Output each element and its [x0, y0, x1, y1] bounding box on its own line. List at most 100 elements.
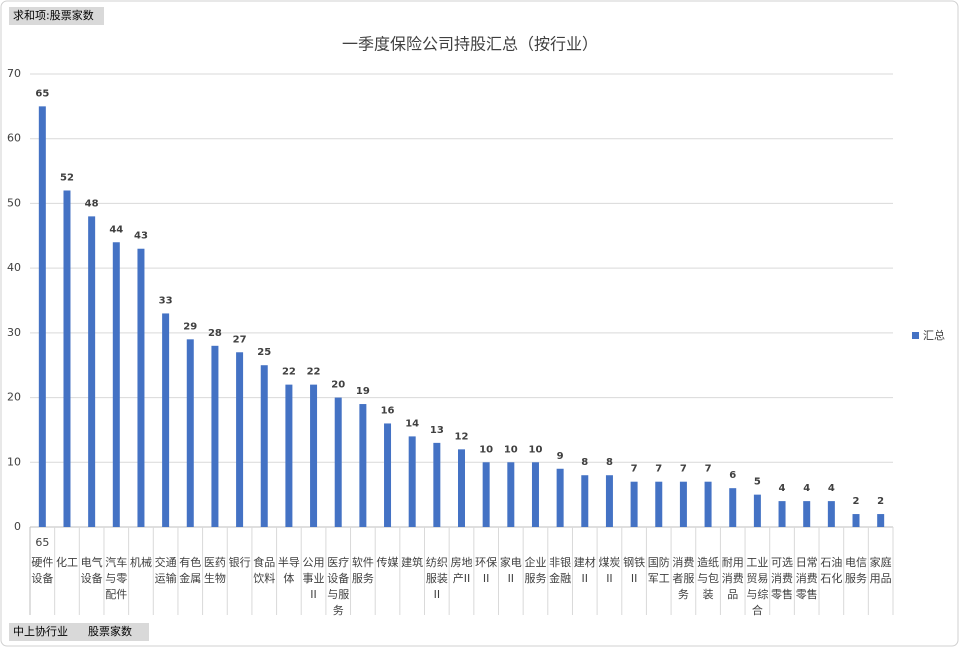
x-tick-label: 石油石化	[820, 555, 842, 585]
bar	[236, 352, 244, 527]
row-field-button[interactable]	[9, 623, 149, 641]
y-tick-label: 20	[7, 391, 21, 404]
data-label: 29	[183, 321, 197, 332]
data-label: 10	[529, 444, 543, 455]
value-field-label: 求和项:股票家数	[13, 8, 94, 22]
bar	[186, 339, 194, 527]
data-label: 33	[159, 295, 173, 306]
bar	[211, 345, 219, 527]
x-tick-label: 家庭用品	[870, 555, 892, 585]
bar	[88, 216, 96, 527]
x-tick-label: 交通运输	[155, 555, 177, 585]
x-tick-label: 消费者服务	[672, 555, 694, 601]
bar	[408, 436, 416, 527]
x-tick-label: 硬件设备	[31, 556, 53, 585]
x-tick-label: 电信服务	[845, 556, 867, 585]
bar	[679, 481, 687, 527]
bar	[630, 481, 638, 527]
x-tick-label: 软件服务	[352, 555, 374, 585]
x-tick-label: 建筑	[401, 555, 423, 569]
bar	[63, 190, 71, 527]
x-tick-label: 食品饮料	[253, 555, 275, 585]
x-tick-label: 化工	[56, 555, 78, 569]
x-tick-label: 钢铁 II	[623, 556, 645, 585]
x-tick-label: 公用事业 II	[303, 556, 325, 601]
y-tick-label: 50	[7, 196, 21, 209]
data-label: 43	[134, 231, 148, 242]
y-tick-label: 0	[14, 520, 21, 533]
x-tick-label: 日常消费零售	[796, 556, 818, 601]
bar	[38, 106, 46, 527]
data-label: 20	[331, 380, 345, 391]
annotation: 65	[35, 536, 49, 549]
data-label: 7	[680, 464, 687, 475]
data-label: 7	[705, 464, 712, 475]
data-label: 4	[828, 483, 835, 494]
bar	[778, 501, 786, 527]
data-label: 52	[60, 172, 74, 183]
y-tick-label: 60	[7, 132, 21, 145]
x-tick-label: 可选消费零售	[771, 556, 793, 601]
bar	[827, 501, 835, 527]
x-tick-label: 房地产II	[451, 556, 473, 585]
data-label: 7	[655, 464, 662, 475]
x-tick-label: 国防军工	[648, 555, 670, 585]
x-tick-label: 电气设备	[81, 555, 103, 585]
row-field-label: 股票家数	[88, 624, 132, 638]
x-tick-label: 传媒	[377, 556, 399, 569]
bar	[310, 384, 318, 527]
bar	[704, 481, 712, 527]
bar	[852, 514, 860, 527]
bar	[137, 248, 145, 527]
x-tick-label: 医药生物	[204, 556, 226, 585]
x-tick-label: 半导体	[278, 555, 300, 585]
x-tick-label: 环保 II	[475, 555, 497, 585]
y-tick-label: 40	[7, 261, 21, 274]
bar	[803, 501, 811, 527]
x-tick-label: 有色金属	[179, 555, 201, 585]
chart-title: 一季度保险公司持股汇总（按行业）	[342, 35, 598, 54]
data-label: 4	[779, 483, 786, 494]
x-tick-label: 机械	[130, 555, 152, 569]
row-field-label: 中上协行业	[13, 624, 68, 638]
bar	[877, 514, 885, 527]
x-tick-label: 非银金融	[549, 555, 571, 585]
data-label: 22	[307, 367, 321, 378]
data-label: 8	[581, 457, 588, 468]
bar	[433, 442, 441, 527]
y-tick-label: 10	[7, 455, 21, 468]
x-tick-label: 煤炭 II	[598, 556, 620, 585]
data-label: 44	[109, 224, 123, 235]
bar	[285, 384, 293, 527]
data-label: 2	[853, 496, 860, 507]
x-tick-label: 汽车与零配件	[105, 555, 127, 601]
bar	[334, 397, 342, 527]
x-tick-label: 银行	[229, 555, 251, 569]
data-label: 2	[877, 496, 884, 507]
data-label: 25	[257, 347, 271, 358]
data-label: 6	[729, 470, 736, 481]
data-label: 19	[356, 386, 370, 397]
bar	[260, 365, 268, 527]
data-label: 10	[479, 444, 493, 455]
bar	[556, 468, 564, 527]
bar	[507, 462, 515, 527]
bar	[458, 449, 465, 527]
data-label: 8	[606, 457, 613, 468]
bar	[605, 475, 613, 527]
x-tick-label: 建材 II	[574, 555, 596, 585]
legend-label: 汇总	[923, 328, 945, 342]
data-label: 9	[557, 451, 564, 462]
x-tick-label: 纺织服装 II	[426, 555, 448, 601]
bar	[581, 475, 589, 527]
data-label: 65	[35, 88, 49, 99]
x-tick-label: 耐用消费品	[722, 556, 744, 601]
bar	[112, 242, 120, 527]
y-tick-label: 30	[7, 326, 21, 339]
value-field-button[interactable]	[9, 7, 104, 25]
x-tick-label: 家电 II	[500, 555, 522, 585]
bar	[753, 494, 761, 527]
x-tick-label: 企业服务	[524, 555, 546, 585]
